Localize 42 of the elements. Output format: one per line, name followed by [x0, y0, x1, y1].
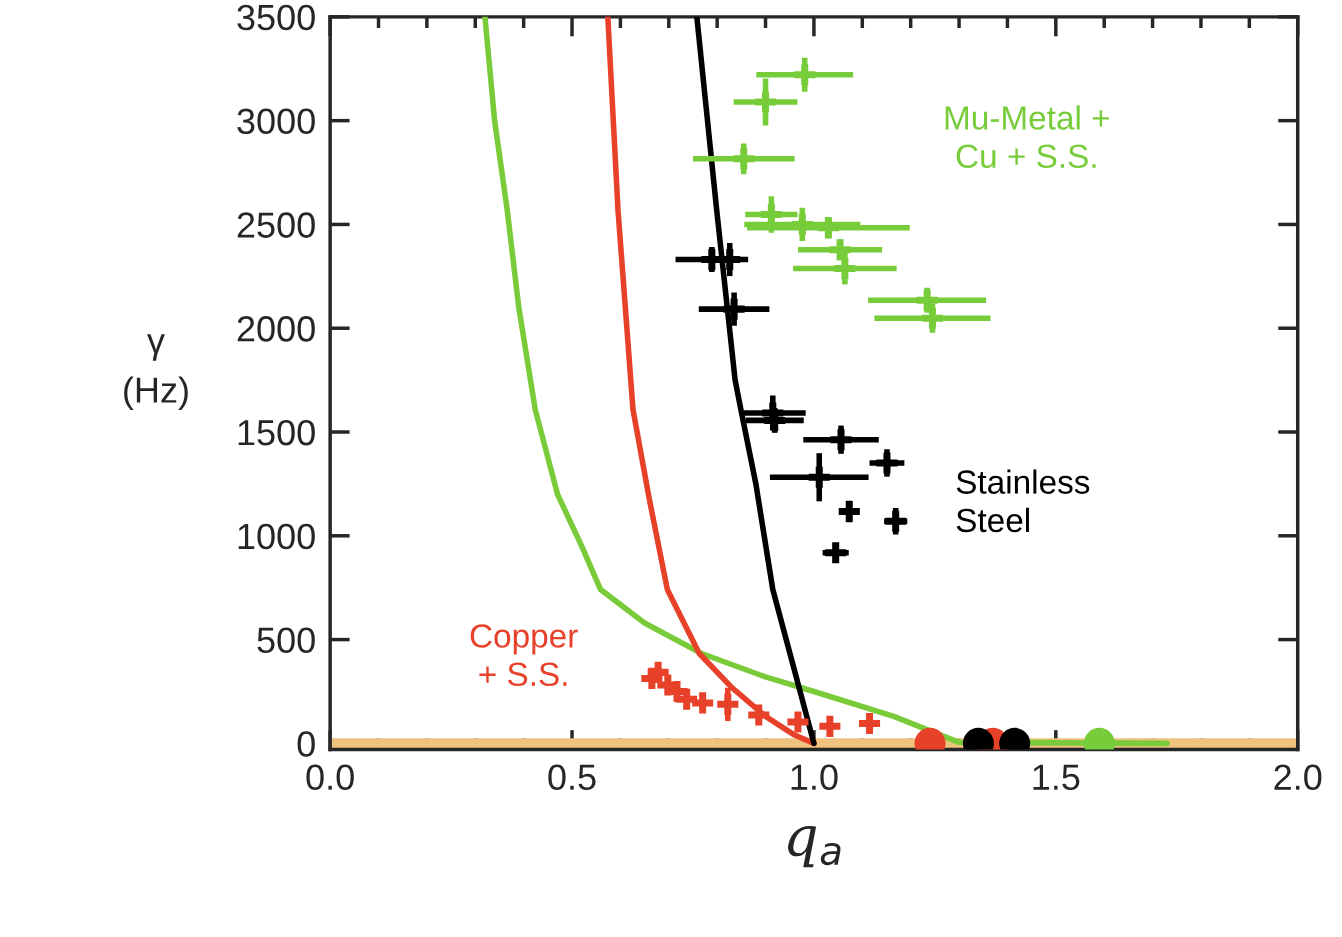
point	[717, 693, 739, 715]
point	[838, 500, 860, 523]
y-tick-label: 1500	[238, 419, 315, 446]
y-tick-label: 2000	[237, 316, 315, 342]
point	[748, 704, 770, 726]
y-tick-label: 3000	[237, 108, 315, 135]
series-label: Copper + S.S.	[470, 624, 578, 687]
point	[808, 466, 830, 488]
point	[641, 667, 663, 689]
text: Mu-Metal + Cu + S.S.	[945, 105, 1109, 169]
point	[921, 307, 943, 329]
x-tick-label: 1.0	[791, 764, 838, 791]
point	[885, 510, 907, 532]
y-tick-label: 1000	[238, 523, 315, 550]
y-axis-title: γ (Hz)	[124, 334, 188, 411]
point	[791, 213, 813, 235]
x-tick-label: 1.5	[1033, 764, 1080, 791]
point	[692, 692, 714, 714]
point	[819, 715, 841, 737]
y-tick-label: 3500	[237, 4, 315, 31]
y-tick-label: 2500	[237, 212, 315, 238]
point	[829, 239, 851, 261]
point	[859, 712, 881, 734]
x-axis-title: q$_{a}$	[788, 825, 841, 868]
point	[834, 257, 856, 279]
point	[817, 217, 839, 239]
point	[787, 711, 809, 733]
x-tick-label: 0.0	[306, 764, 354, 791]
point	[676, 688, 698, 710]
point	[755, 91, 777, 113]
y-tick-label: 500	[257, 627, 315, 654]
y-tick-label: 0	[297, 731, 315, 757]
x-tick-label: 0.5	[548, 764, 596, 791]
point	[723, 298, 745, 320]
point	[733, 148, 755, 170]
point	[916, 289, 938, 311]
point	[794, 64, 816, 86]
point	[825, 542, 847, 564]
point	[876, 452, 898, 474]
point	[830, 429, 852, 451]
series-label: Stainless Steel	[956, 469, 1090, 533]
x-tick-label: 2.0	[1274, 764, 1322, 791]
